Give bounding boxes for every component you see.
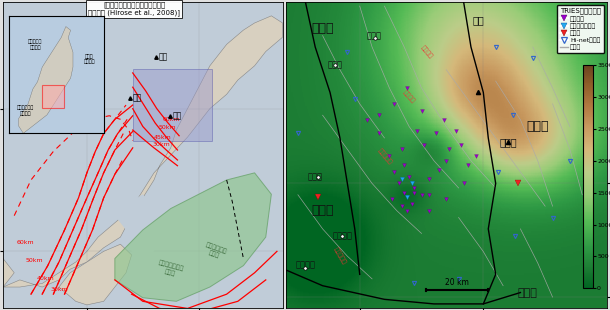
Text: 50km: 50km xyxy=(26,258,43,263)
Text: 王滝断層: 王滝断層 xyxy=(420,44,434,59)
Text: 太平洋
プレート: 太平洋 プレート xyxy=(84,54,95,64)
Text: 30km: 30km xyxy=(153,142,171,147)
Text: 名古屋市: 名古屋市 xyxy=(295,261,315,270)
Text: 多治見市: 多治見市 xyxy=(332,231,353,240)
Text: ユーラシア
プレート: ユーラシア プレート xyxy=(28,39,42,50)
Text: 阿寺断層: 阿寺断層 xyxy=(402,90,416,104)
Text: 御岳: 御岳 xyxy=(173,111,182,120)
Text: 60km: 60km xyxy=(162,117,180,122)
Text: 郡上市: 郡上市 xyxy=(328,61,342,70)
Text: 30km: 30km xyxy=(51,287,68,292)
Text: 50km: 50km xyxy=(159,125,176,131)
Text: [赤線はフィリピン海プレートの
等深度線 (Hirose et al., 2008)]: [赤線はフィリピン海プレートの 等深度線 (Hirose et al., 200… xyxy=(88,2,181,16)
Text: 45km: 45km xyxy=(154,135,172,140)
Polygon shape xyxy=(19,27,73,133)
Text: 立山: 立山 xyxy=(159,53,168,62)
Text: 40km: 40km xyxy=(37,276,54,281)
Bar xyxy=(42,86,63,108)
Text: 60km: 60km xyxy=(17,240,35,245)
Polygon shape xyxy=(59,244,132,305)
Text: 根尾谷断層: 根尾谷断層 xyxy=(376,147,393,165)
Text: 岐阜県: 岐阜県 xyxy=(311,22,334,35)
Polygon shape xyxy=(115,173,271,301)
Text: 想定東南海地震
震源域: 想定東南海地震 震源域 xyxy=(157,260,185,278)
Text: 静岡県: 静岡県 xyxy=(518,288,538,298)
Bar xyxy=(133,69,212,141)
Text: 想定東海地震
震源域: 想定東海地震 震源域 xyxy=(203,242,228,261)
Text: 御岳: 御岳 xyxy=(473,15,484,25)
Text: 愛知県: 愛知県 xyxy=(311,204,334,217)
Text: 岐阜市: 岐阜市 xyxy=(307,172,323,181)
Text: 下呂市: 下呂市 xyxy=(367,31,382,40)
Text: 白山: 白山 xyxy=(133,93,142,102)
Text: 養老山断層: 養老山断層 xyxy=(333,247,347,266)
Text: 20 km: 20 km xyxy=(445,278,469,287)
Polygon shape xyxy=(3,16,282,287)
Text: フィリピン海
プレート: フィリピン海 プレート xyxy=(17,105,34,116)
Text: 長野県: 長野県 xyxy=(526,120,549,133)
Polygon shape xyxy=(0,251,14,305)
Legend: 高密度網, 深部ボアホール, 広帯域, Hi-net観測点, 活断層: 高密度網, 深部ボアホール, 広帯域, Hi-net観測点, 活断層 xyxy=(556,5,604,53)
Polygon shape xyxy=(115,194,160,259)
Text: 恵那山: 恵那山 xyxy=(499,138,517,148)
